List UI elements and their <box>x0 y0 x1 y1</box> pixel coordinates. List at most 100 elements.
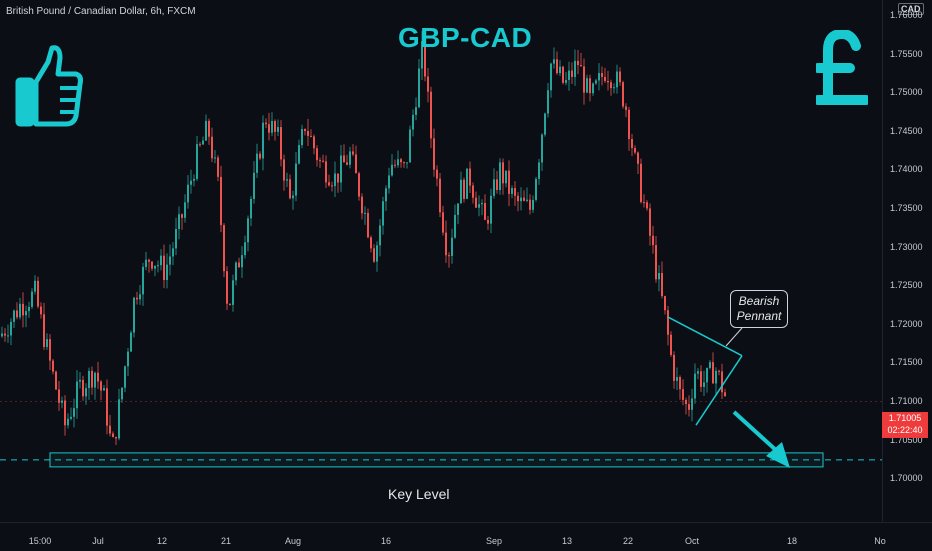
candle-body <box>247 218 249 243</box>
candle-body <box>610 82 612 89</box>
candle-body <box>421 41 423 69</box>
price-tick-label: 1.74000 <box>890 164 923 175</box>
candle-body <box>490 195 492 224</box>
candle-body <box>145 259 147 267</box>
candle-body <box>436 169 438 179</box>
projection-arrow-shaft <box>732 410 780 454</box>
candle-body <box>343 155 345 163</box>
candle-body <box>715 370 717 384</box>
currency-badge[interactable]: CAD <box>898 3 924 15</box>
time-tick-label: Oct <box>684 536 700 546</box>
time-tick-label: No <box>874 536 886 546</box>
price-tick-label: 1.74500 <box>890 125 923 136</box>
thumbs-up-icon <box>15 45 83 127</box>
callout-line-2: Pennant <box>736 309 782 323</box>
candle-body <box>373 248 375 262</box>
candle-body <box>628 109 630 140</box>
candle-body <box>319 160 321 162</box>
candle-body <box>427 76 429 92</box>
candle-body <box>433 138 435 170</box>
candle-body <box>334 173 336 187</box>
candle-body <box>211 136 213 159</box>
candle-body <box>460 179 462 204</box>
candle-body <box>640 163 642 203</box>
candle-body <box>655 245 657 280</box>
candle-body <box>682 389 684 400</box>
candle-body <box>124 366 126 388</box>
chart-area[interactable] <box>0 0 882 522</box>
candle-body <box>61 400 63 403</box>
candle-body <box>487 219 489 224</box>
candle-body <box>109 425 111 434</box>
candle-body <box>718 370 720 372</box>
candlestick-chart[interactable] <box>0 0 882 522</box>
candle-body <box>397 159 399 166</box>
candle-body <box>244 242 246 256</box>
candle-body <box>196 144 198 179</box>
price-tick-label: 1.76000 <box>890 10 923 20</box>
candle-body <box>712 362 714 384</box>
price-tick-label: 1.75500 <box>890 48 923 59</box>
candle-body <box>313 136 315 149</box>
candle-body <box>544 113 546 135</box>
candle-body <box>532 199 534 210</box>
candle-body <box>310 135 312 137</box>
candle-body <box>115 436 117 439</box>
candle-body <box>307 131 309 136</box>
candle-body <box>286 179 288 181</box>
candle-body <box>475 197 477 208</box>
candle-body <box>679 377 681 390</box>
candle-body <box>652 235 654 246</box>
candle-body <box>70 416 72 419</box>
candle-body <box>499 162 501 190</box>
candle-body <box>166 264 168 280</box>
candle-body <box>106 388 108 426</box>
candle-body <box>34 280 36 292</box>
candle-body <box>703 382 705 387</box>
candle-body <box>583 66 585 93</box>
time-tick-label: 16 <box>380 536 392 546</box>
candle-body <box>388 175 390 189</box>
price-axis[interactable] <box>882 0 932 522</box>
candle-body <box>562 66 564 83</box>
candle-body <box>706 367 708 383</box>
candle-body <box>100 381 102 391</box>
candle-body <box>103 388 105 391</box>
price-tick-label: 1.73000 <box>890 241 923 252</box>
candle-body <box>697 371 699 374</box>
projection-arrow-head <box>766 442 790 468</box>
candle-body <box>250 198 252 219</box>
candle-body <box>112 433 114 437</box>
candle-body <box>445 232 447 256</box>
candle-body <box>52 360 54 372</box>
candle-body <box>592 83 594 94</box>
candle-body <box>322 160 324 162</box>
candle-body <box>184 202 186 218</box>
candle-body <box>268 124 270 133</box>
candle-body <box>253 172 255 199</box>
time-tick-label: 13 <box>561 536 573 546</box>
candle-body <box>457 203 459 215</box>
bar-countdown: 02:22:40 <box>887 425 923 435</box>
candle-body <box>589 78 591 94</box>
candle-body <box>556 59 558 74</box>
candle-body <box>622 82 624 107</box>
time-tick-label: 15:00 <box>28 536 52 546</box>
candle-body <box>262 122 264 159</box>
time-axis[interactable] <box>0 522 932 551</box>
price-tick-label: 1.71500 <box>890 357 923 368</box>
candle-body <box>49 339 51 361</box>
candle-body <box>157 265 159 267</box>
price-tick-label: 1.71000 <box>890 396 923 406</box>
candle-body <box>298 145 300 164</box>
candle-body <box>73 408 75 417</box>
pennant-upper-line <box>667 316 743 357</box>
candle-body <box>289 179 291 199</box>
candle-body <box>541 134 543 163</box>
candle-body <box>430 91 432 139</box>
time-tick-label: Sep <box>485 536 503 546</box>
candle-body <box>478 204 480 208</box>
candle-body <box>646 202 648 209</box>
candle-body <box>517 195 519 202</box>
candle-body <box>280 127 282 160</box>
